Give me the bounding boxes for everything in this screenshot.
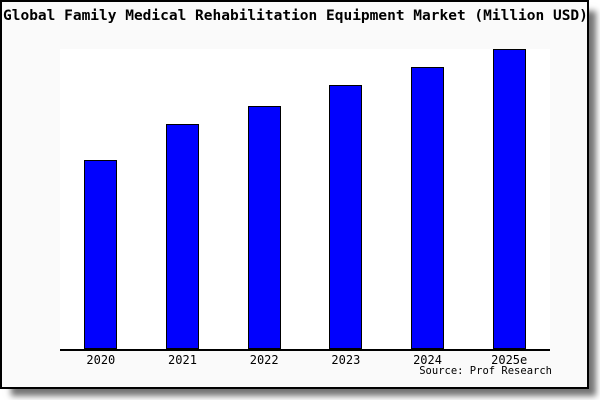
plot-area [60,49,550,351]
chart-title: Global Family Medical Rehabilitation Equ… [3,8,588,24]
bar-2023 [329,85,363,349]
bar-2021 [166,124,199,349]
bar-slot [142,49,224,349]
x-label-2024: 2024 [413,353,442,367]
source-note: Source: Prof Research [419,365,552,377]
bar-2024 [411,67,445,349]
bar-2025e [492,49,526,349]
bar-slot [60,49,142,349]
bar-2020 [84,160,118,349]
bar-slot [387,49,469,349]
x-label-2023: 2023 [331,353,361,367]
x-label-2021: 2021 [168,353,197,367]
x-axis-labels: 2020 2021 2022 2023 2024 2025e [60,354,550,367]
chart-frame: Global Family Medical Rehabilitation Equ… [0,0,589,389]
bar-slot [223,49,305,349]
x-label-2025e: 2025e [491,353,528,367]
x-label-2022: 2022 [249,353,279,367]
bar-group [60,49,550,349]
x-label-2020: 2020 [86,353,116,367]
bar-slot [305,49,387,349]
bar-2022 [247,106,281,349]
bar-slot [468,49,550,349]
